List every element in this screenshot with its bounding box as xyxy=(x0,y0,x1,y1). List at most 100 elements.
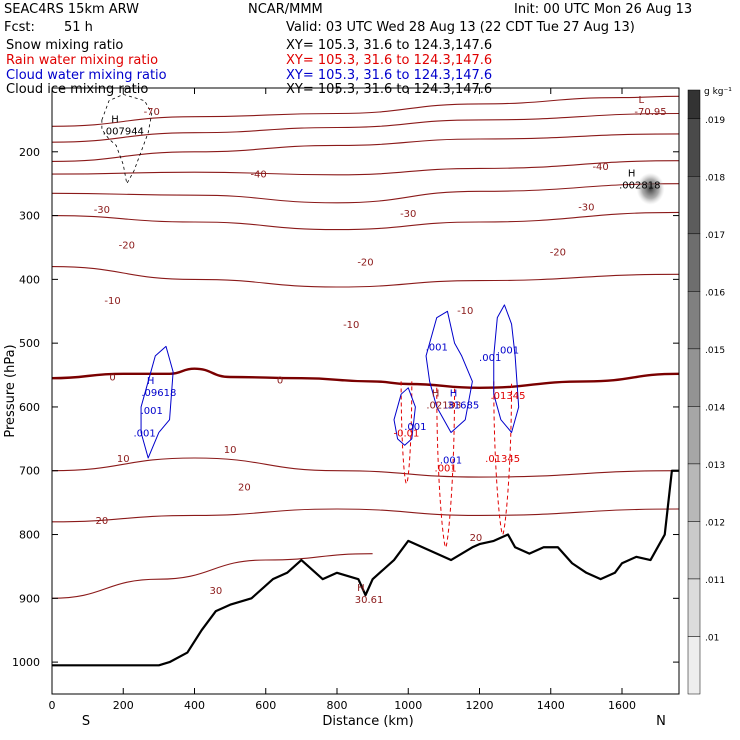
field-xy-cloud-water: XY= 105.3, 31.6 to 124.3,147.6 xyxy=(286,68,493,83)
isotherm-label: -20 xyxy=(357,258,373,269)
isotherm-label: 0 xyxy=(277,376,283,387)
colorbar-tick-label: .011 xyxy=(705,576,725,586)
rain-label: .001 xyxy=(435,464,457,475)
x-axis: 0 200 400 600 800 1000 1200 1400 1600 xyxy=(49,88,636,712)
extremum-value: .02183 xyxy=(426,401,461,412)
isotherm-line xyxy=(51,367,680,390)
y-tick-label: 200 xyxy=(19,146,40,159)
isotherm-line xyxy=(51,112,680,143)
isotherm-line xyxy=(51,95,680,127)
colorbar-tick-label: .014 xyxy=(705,403,725,413)
isotherm-label: 20 xyxy=(96,516,109,527)
colorbar-segment xyxy=(687,463,701,522)
extremum-marker: H xyxy=(357,583,365,594)
rain-contour xyxy=(400,381,413,484)
colorbar-segment xyxy=(687,291,701,350)
cloud-water-label: .001 xyxy=(497,346,519,357)
extremum-value: .007944 xyxy=(103,126,144,137)
isotherm-line xyxy=(51,133,680,162)
isotherm-label: -20 xyxy=(550,247,566,258)
isotherm-label: -30 xyxy=(94,205,110,216)
x-tick-label: 1600 xyxy=(608,699,636,712)
isotherm-label: 20 xyxy=(238,483,251,494)
colorbar-tick-label: .01 xyxy=(705,633,719,643)
y-tick-label: 700 xyxy=(19,465,40,478)
x-tick-label: 0 xyxy=(49,699,56,712)
isotherm-line xyxy=(51,211,680,231)
org-label: NCAR/MMM xyxy=(248,2,323,17)
colorbar-tick-label: .018 xyxy=(705,173,725,183)
cloud-water-contours xyxy=(101,93,665,459)
cloud-water-contour xyxy=(393,387,416,446)
y-tick-label: 900 xyxy=(19,592,40,605)
extremum-value: .31685 xyxy=(444,401,479,412)
rain-contour xyxy=(436,387,456,548)
y-axis-title: Pressure (hPa) xyxy=(3,344,18,437)
x-tick-label: 600 xyxy=(255,699,276,712)
colorbar: .019 .018 .017 .016 .015 .014 .013 .012 .011 .01 xyxy=(687,89,725,695)
y-tick-label: 300 xyxy=(19,210,40,223)
colorbar-segment xyxy=(687,406,701,465)
rain-label: .01345 xyxy=(485,454,520,465)
cloud-ice-shading xyxy=(636,172,665,205)
init-time: Init: 00 UTC Mon 26 Aug 13 xyxy=(514,2,693,17)
colorbar-segment xyxy=(687,118,701,177)
y-tick-label: 800 xyxy=(19,529,40,542)
isotherm-label: 30 xyxy=(210,586,223,597)
colorbar-segment-top xyxy=(687,89,701,120)
forecast-hour: 51 h xyxy=(64,20,93,35)
x-end-label-north: N xyxy=(656,714,666,729)
isotherm-line xyxy=(51,266,680,288)
isotherm-label: 10 xyxy=(117,454,130,465)
extremum-marker: H xyxy=(450,389,458,400)
y-tick-label: 600 xyxy=(19,401,40,414)
colorbar-unit: g kg⁻¹ xyxy=(704,87,732,97)
cloud-water-contour xyxy=(493,304,520,433)
cloud-water-label: .001 xyxy=(133,428,155,439)
extremum-value: 30.61 xyxy=(355,595,384,606)
x-tick-label: 400 xyxy=(184,699,205,712)
colorbar-tick-label: .012 xyxy=(705,518,725,528)
extremum-value: .09618 xyxy=(141,388,176,399)
cloud-water-label: .001 xyxy=(426,342,448,353)
rain-contours xyxy=(400,381,513,548)
extremum-value: .002818 xyxy=(619,180,660,191)
x-tick-label: 800 xyxy=(327,699,348,712)
isotherm-label: -10 xyxy=(343,320,359,331)
x-tick-label: 1000 xyxy=(394,699,422,712)
field-label-cloud-ice: Cloud ice mixing ratio xyxy=(6,82,149,97)
y-tick-label: 500 xyxy=(19,337,40,350)
colorbar-tick-label: .016 xyxy=(705,288,725,298)
isotherm-label: -10 xyxy=(104,296,120,307)
rain-contour xyxy=(493,381,513,536)
terrain-profile xyxy=(52,469,679,667)
cloud-water-label: .001 xyxy=(141,406,163,417)
rain-label: -0.01 xyxy=(394,428,420,439)
field-xy-snow: XY= 105.3, 31.6 to 124.3,147.6 xyxy=(286,38,493,53)
colorbar-tick-label: .019 xyxy=(705,116,725,126)
cloud-water-label: .001 xyxy=(404,422,426,433)
isotherm-line xyxy=(51,183,680,204)
x-tick-label: 1200 xyxy=(466,699,494,712)
y-tick-label: 400 xyxy=(19,273,40,286)
cloud-water-label: .001 xyxy=(479,353,501,364)
extremum-marker: H xyxy=(147,376,155,387)
terrain-line xyxy=(52,469,679,667)
field-label-cloud-water: Cloud water mixing ratio xyxy=(6,68,167,83)
field-label-snow: Snow mixing ratio xyxy=(6,38,124,53)
colorbar-tick-label: .015 xyxy=(705,346,725,356)
colorbar-tick-label: .013 xyxy=(705,461,725,471)
isotherm-label: -10 xyxy=(457,306,473,317)
colorbar-segment xyxy=(687,176,701,235)
colorbar-segment xyxy=(687,578,701,637)
plot-frame xyxy=(51,87,680,695)
isotherm-label: -30 xyxy=(400,209,416,220)
isotherm-label: -40 xyxy=(592,162,608,173)
isotherm-line xyxy=(51,553,373,599)
field-label-rain: Rain water mixing ratio xyxy=(6,53,159,68)
isotherm-label: -40 xyxy=(250,169,266,180)
isotherm-line xyxy=(51,160,680,176)
extremum-marker: H xyxy=(628,168,636,179)
